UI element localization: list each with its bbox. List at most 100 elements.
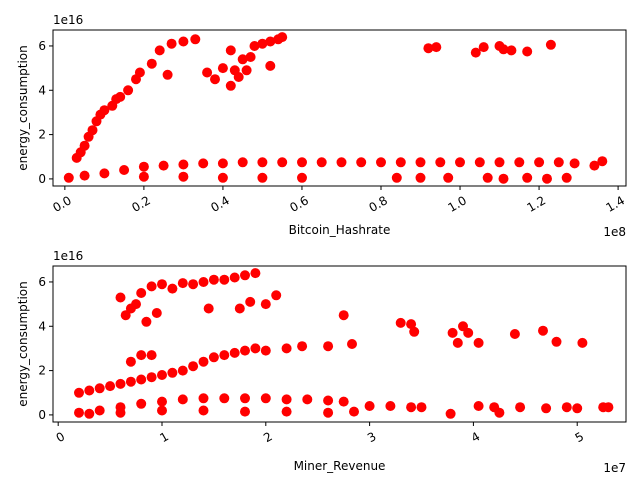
data-point <box>63 172 74 183</box>
data-point <box>154 45 165 56</box>
data-point <box>522 46 533 57</box>
data-point <box>347 339 357 349</box>
data-point <box>323 395 334 406</box>
data-point <box>99 168 110 179</box>
data-point <box>125 356 136 367</box>
data-point <box>323 341 334 352</box>
data-point <box>136 374 147 385</box>
data-point <box>423 43 434 54</box>
data-point <box>281 343 292 354</box>
data-point <box>561 172 572 183</box>
data-point <box>277 32 288 43</box>
data-point <box>569 158 580 169</box>
data-point <box>415 172 426 183</box>
data-point <box>478 42 489 53</box>
data-point <box>395 317 406 328</box>
data-point <box>553 157 564 168</box>
y-offset-label-hashrate: 1e16 <box>53 13 83 27</box>
data-point <box>115 292 126 303</box>
data-point <box>237 54 248 65</box>
y-axis-label-hashrate: energy_consumption <box>16 45 30 171</box>
data-point <box>225 45 236 56</box>
data-point <box>395 157 406 168</box>
data-point <box>297 157 307 168</box>
data-point <box>431 42 442 53</box>
data-point <box>498 44 509 55</box>
data-point <box>534 157 545 168</box>
data-point <box>391 172 402 183</box>
data-point <box>447 327 458 338</box>
data-point <box>178 171 189 182</box>
data-point <box>257 172 268 183</box>
data-point <box>338 310 349 321</box>
data-point <box>202 67 213 78</box>
data-point <box>94 405 105 416</box>
data-point <box>74 387 84 398</box>
data-point <box>217 63 228 74</box>
data-point <box>208 352 219 363</box>
data-point <box>138 161 149 172</box>
data-point <box>94 383 105 394</box>
data-point <box>115 91 126 102</box>
data-point <box>522 172 533 183</box>
data-point <box>323 407 334 418</box>
data-point <box>494 157 505 168</box>
data-point <box>203 303 214 314</box>
y-offset-label-miner-revenue: 1e16 <box>53 249 83 263</box>
data-point <box>281 394 292 405</box>
data-point <box>250 343 261 354</box>
data-point <box>240 345 250 356</box>
data-point <box>198 158 209 169</box>
data-point <box>119 165 130 175</box>
data-point <box>125 376 136 387</box>
data-point <box>598 402 609 413</box>
data-point <box>277 157 288 168</box>
data-point <box>115 378 126 389</box>
data-point <box>265 60 276 71</box>
data-point <box>157 396 167 407</box>
data-point <box>131 299 141 310</box>
data-point <box>514 157 525 168</box>
data-point <box>271 290 282 301</box>
data-point <box>406 402 417 413</box>
data-point <box>157 279 167 290</box>
data-point <box>589 160 600 171</box>
data-point <box>376 157 386 168</box>
y-tick-label: 4 <box>38 83 46 97</box>
plot-frame-miner-revenue <box>52 265 627 423</box>
y-tick-label: 6 <box>38 39 46 53</box>
data-point <box>257 157 268 168</box>
y-tick-label: 0 <box>38 408 46 422</box>
data-point <box>141 316 152 327</box>
data-point <box>542 173 552 184</box>
data-point <box>198 277 209 287</box>
data-point <box>336 157 347 168</box>
data-point <box>178 159 189 170</box>
data-point <box>234 303 245 314</box>
data-point <box>123 85 134 96</box>
y-tick-label: 4 <box>38 319 46 333</box>
data-point <box>84 408 95 419</box>
data-point <box>188 361 199 372</box>
data-point <box>225 80 236 91</box>
data-point <box>297 172 307 183</box>
data-point <box>551 336 562 347</box>
data-point <box>249 41 260 51</box>
data-point <box>302 394 313 405</box>
data-point <box>416 402 427 413</box>
data-point <box>229 272 240 283</box>
data-point <box>415 157 426 168</box>
data-point <box>473 337 484 348</box>
data-point <box>79 170 90 181</box>
data-point <box>240 406 250 417</box>
data-point <box>167 283 178 294</box>
data-point <box>219 393 230 404</box>
data-point <box>84 385 95 396</box>
data-point <box>188 279 199 290</box>
data-point <box>167 367 178 378</box>
scatter-points-miner-revenue <box>74 268 614 419</box>
data-point <box>506 45 517 56</box>
